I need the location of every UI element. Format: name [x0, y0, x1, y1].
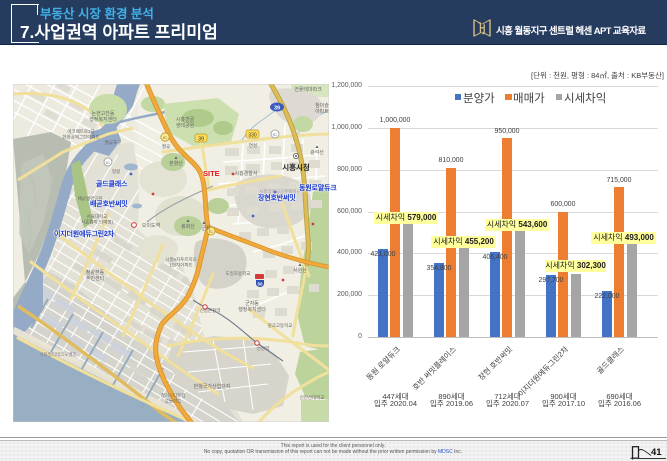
svg-text:오이도역: 오이도역 — [142, 222, 160, 229]
svg-text:▲: ▲ — [202, 220, 207, 226]
svg-text:IC: IC — [163, 135, 167, 140]
svg-text:시흥장현공공주택지구: 시흥장현공공주택지구 — [259, 188, 300, 195]
svg-text:IC: IC — [106, 160, 110, 165]
svg-text:본향산: 본향산 — [169, 160, 183, 167]
svg-text:시화멀티테크노밸리: 시화멀티테크노밸리 — [39, 351, 76, 358]
svg-text:▲: ▲ — [298, 262, 303, 268]
svg-text:월곶포구: 월곶포구 — [105, 139, 122, 146]
svg-text:서원산: 서원산 — [293, 267, 307, 274]
svg-text:도매마트: 도매마트 — [100, 231, 117, 238]
svg-text:39: 39 — [198, 136, 204, 142]
svg-text:한화꿈에그린아파트: 한화꿈에그린아파트 — [62, 134, 99, 141]
svg-text:▲: ▲ — [186, 218, 191, 224]
svg-text:에코메트로3차: 에코메트로3차 — [67, 128, 95, 135]
svg-text:군자: 군자 — [201, 225, 211, 232]
svg-text:IC: IC — [273, 132, 277, 137]
svg-text:봉화산: 봉화산 — [181, 223, 195, 230]
svg-text:연꽃테마파크: 연꽃테마파크 — [294, 86, 322, 93]
svg-text:▲: ▲ — [174, 155, 179, 161]
svg-text:39: 39 — [274, 105, 280, 111]
svg-text:원곡고등학교: 원곡고등학교 — [268, 322, 293, 329]
svg-text:반월국가산업단지: 반월국가산업단지 — [194, 383, 231, 390]
svg-text:행정복지센터: 행정복지센터 — [89, 116, 117, 123]
svg-text:아파트: 아파트 — [315, 108, 329, 115]
svg-text:배곧생명공원: 배곧생명공원 — [78, 195, 103, 202]
svg-text:안산역: 안산역 — [257, 345, 269, 352]
svg-text:정왕본동: 정왕본동 — [86, 269, 105, 276]
svg-text:330: 330 — [248, 132, 257, 138]
svg-text:서울대학교: 서울대학교 — [87, 213, 108, 220]
svg-text:도일초등학교: 도일초등학교 — [226, 270, 251, 277]
svg-text:신안산대학교: 신안산대학교 — [300, 394, 325, 401]
svg-text:▲: ▲ — [315, 144, 320, 150]
svg-text:시흥시청: 시흥시청 — [282, 162, 310, 172]
svg-text:고등학교: 고등학교 — [165, 398, 182, 405]
svg-text:정왕: 정왕 — [112, 168, 120, 174]
svg-text:논현고잔동: 논현고잔동 — [91, 110, 114, 117]
svg-text:50: 50 — [257, 282, 263, 287]
svg-text:연성: 연성 — [249, 142, 257, 148]
svg-text:행정복지센터: 행정복지센터 — [238, 306, 266, 313]
svg-text:주민센터: 주민센터 — [86, 275, 104, 282]
svg-text:시흥갯골: 시흥갯골 — [176, 116, 195, 123]
svg-text:광석산: 광석산 — [310, 149, 324, 156]
svg-text:참이슬: 참이슬 — [315, 102, 329, 109]
svg-text:IC: IC — [209, 229, 213, 234]
svg-text:경기스타트업: 경기스타트업 — [161, 392, 186, 399]
svg-text:시흥캠퍼스(예정): 시흥캠퍼스(예정) — [81, 219, 113, 226]
svg-text:시흥경찰서: 시흥경찰서 — [234, 170, 257, 177]
svg-text:신길온천역: 신길온천역 — [200, 307, 221, 314]
svg-text:1단지아파트: 1단지아파트 — [169, 262, 192, 269]
svg-text:월곶: 월곶 — [162, 143, 170, 150]
svg-text:시흥6차푸르지오: 시흥6차푸르지오 — [165, 256, 196, 263]
svg-text:생태공원: 생태공원 — [176, 122, 195, 129]
svg-text:군자동: 군자동 — [245, 300, 259, 307]
